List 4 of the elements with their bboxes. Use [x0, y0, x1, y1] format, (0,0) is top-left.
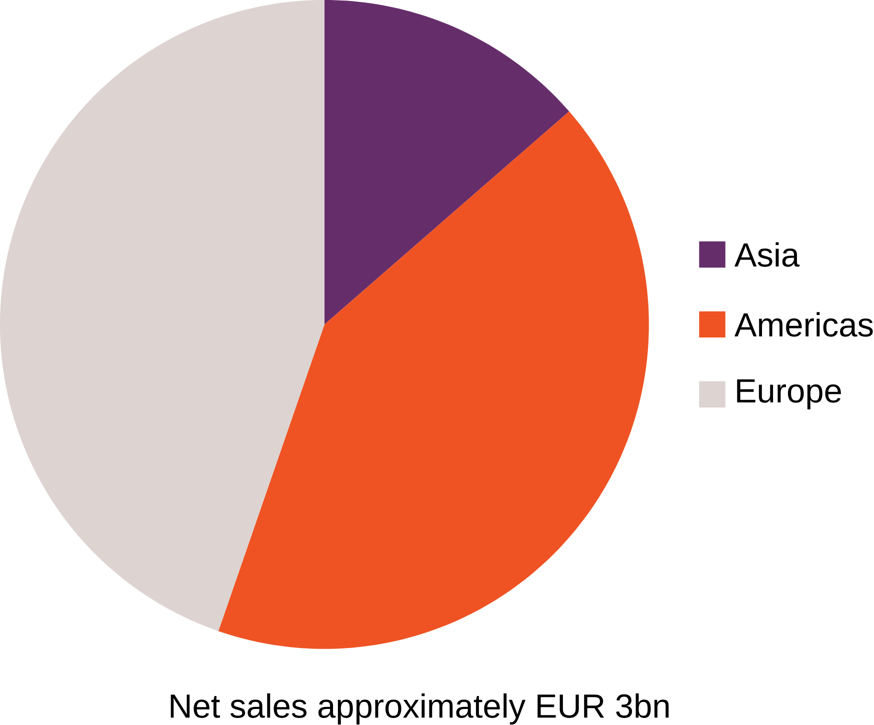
legend-label: Europe [737, 380, 841, 410]
legend-label: Americas [734, 312, 873, 337]
text: Net sales approximately EUR 3bn [170, 694, 669, 725]
legend-label: Asia [734, 242, 800, 268]
